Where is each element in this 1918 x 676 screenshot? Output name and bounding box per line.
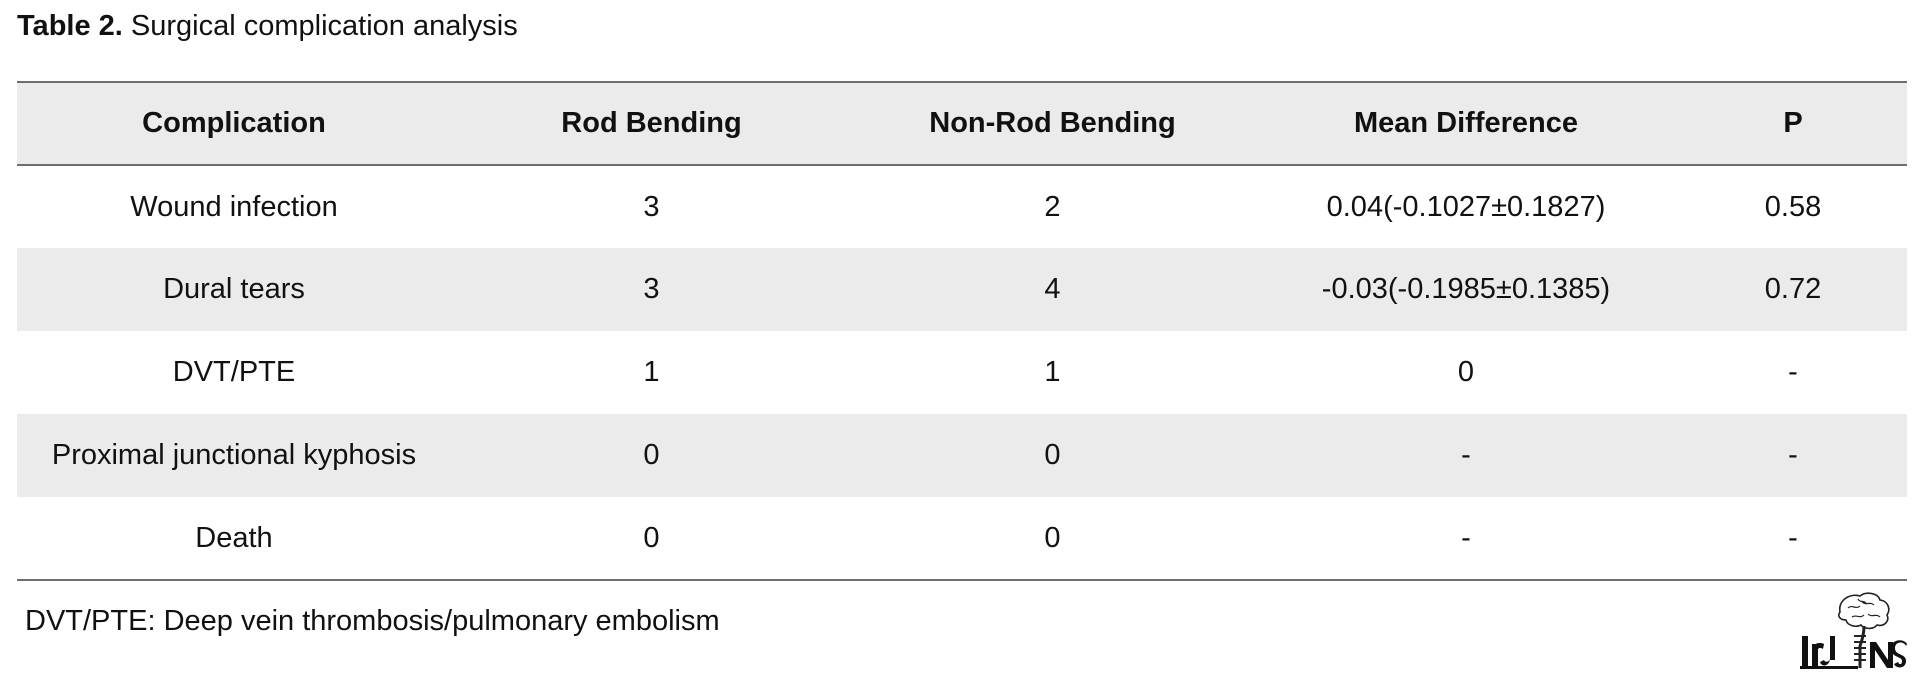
- cell-p-value: -: [1788, 356, 1798, 388]
- cell-p-value: -: [1788, 439, 1798, 471]
- table-caption: Table 2. Surgical complication analysis: [17, 8, 518, 44]
- cell-non-rod-bending: 4: [1044, 273, 1061, 305]
- table-row: Dural tears 3 4 -0.03(-0.1985±0.1385) 0.…: [17, 248, 1907, 331]
- cell-non-rod-bending: 2: [1044, 190, 1061, 223]
- header-complication: Complication: [142, 107, 326, 139]
- header-non-rod-bending: Non-Rod Bending: [929, 107, 1176, 139]
- journal-logo: [1800, 590, 1908, 670]
- table-row: Death 0 0 - -: [17, 497, 1907, 580]
- cell-complication: Proximal junctional kyphosis: [51, 439, 417, 471]
- complication-table: Complication Rod Bending Non-Rod Bending…: [17, 81, 1907, 581]
- header-p-value: P: [1783, 107, 1803, 139]
- cell-mean-difference: -: [1461, 521, 1471, 554]
- cell-complication: Dural tears: [163, 273, 305, 305]
- table-row: DVT/PTE 1 1 0 -: [17, 331, 1907, 414]
- cell-p-value: 0.58: [1764, 190, 1822, 223]
- cell-complication: Wound infection: [130, 190, 338, 223]
- table-number: Table 2.: [17, 10, 123, 42]
- cell-non-rod-bending: 0: [1044, 521, 1061, 554]
- cell-complication: Death: [195, 521, 273, 554]
- cell-p-value: 0.72: [1764, 273, 1822, 305]
- table-header-row: Complication Rod Bending Non-Rod Bending…: [17, 82, 1907, 165]
- table-row: Proximal junctional kyphosis 0 0 - -: [17, 414, 1907, 497]
- cell-p-value: -: [1788, 521, 1798, 554]
- cell-mean-difference: -0.03(-0.1985±0.1385): [1321, 273, 1611, 305]
- cell-non-rod-bending: 0: [1044, 439, 1061, 471]
- header-mean-difference: Mean Difference: [1353, 107, 1578, 139]
- cell-mean-difference: 0: [1457, 356, 1475, 388]
- table-title: Surgical complication analysis: [130, 10, 518, 42]
- table-footnote: DVT/PTE: Deep vein thrombosis/pulmonary …: [25, 605, 720, 637]
- cell-non-rod-bending: 1: [1044, 356, 1061, 388]
- cell-rod-bending: 0: [643, 439, 660, 471]
- cell-rod-bending: 1: [643, 356, 660, 388]
- cell-mean-difference: 0.04(-0.1027±0.1827): [1326, 190, 1606, 223]
- table-row: Wound infection 3 2 0.04(-0.1027±0.1827)…: [17, 165, 1907, 248]
- header-rod-bending: Rod Bending: [561, 107, 742, 139]
- cell-rod-bending: 3: [643, 273, 660, 305]
- cell-complication: DVT/PTE: [172, 356, 296, 388]
- cell-rod-bending: 3: [643, 190, 660, 223]
- cell-rod-bending: 0: [643, 521, 660, 554]
- cell-mean-difference: -: [1461, 439, 1471, 471]
- brain-spine-logo-icon: [1800, 592, 1907, 669]
